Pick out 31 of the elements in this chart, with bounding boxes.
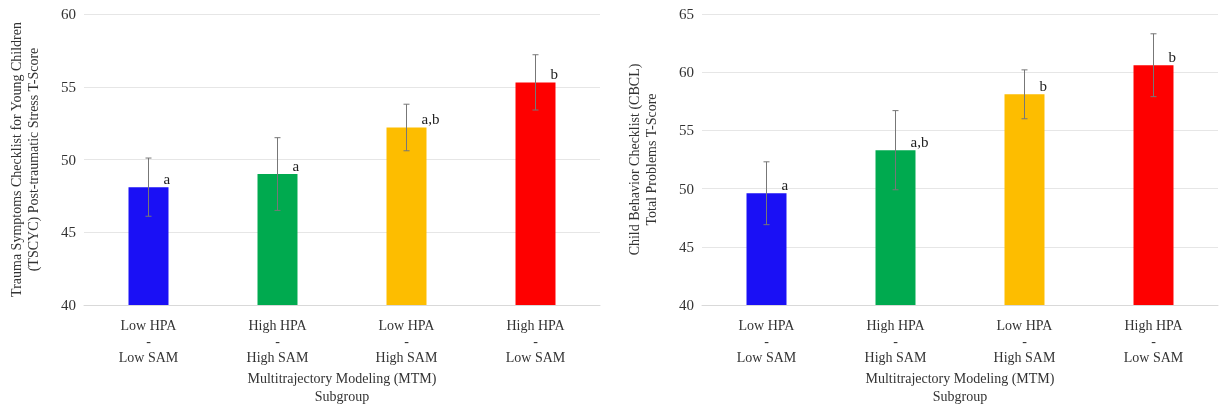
annotation: b (1168, 49, 1176, 66)
y-axis-title: Trauma Symptoms Checklist for Young Children (TSCYC) Post-traumatic Stress T-Score (9, 22, 42, 297)
y-tick-label: 60 (61, 6, 76, 22)
x-tick-label: High HPA - High SAM (246, 317, 309, 365)
y-tick-label: 45 (61, 224, 76, 241)
annotation: a (781, 177, 789, 194)
annotation: a (292, 158, 300, 175)
x-tick-label: Low HPA - Low SAM (736, 317, 797, 365)
x-tick-label: Low HPA - High SAM (993, 317, 1056, 365)
x-tick-label: High HPA - Low SAM (1123, 317, 1184, 365)
x-tick-label: High HPA - Low SAM (505, 317, 566, 365)
annotation: a,b (910, 134, 929, 151)
annotation: a (163, 171, 171, 188)
y-tick-label: 50 (679, 180, 694, 197)
y-tick-label: 55 (61, 78, 76, 95)
y-tick-label: 60 (679, 64, 694, 81)
y-tick-label: 55 (679, 122, 694, 139)
x-tick-label: Low HPA - Low SAM (118, 317, 179, 365)
x-axis-title: Multitrajectory Modeling (MTM) Subgroup (247, 371, 437, 405)
y-tick-label: 40 (61, 297, 76, 313)
annotation: a,b (421, 111, 440, 128)
x-tick-label: High HPA - High SAM (864, 317, 927, 365)
x-axis-title: Multitrajectory Modeling (MTM) Subgroup (865, 371, 1055, 405)
y-tick-label: 45 (679, 238, 694, 255)
annotation: b (550, 66, 558, 83)
y-tick-label: 65 (679, 6, 694, 22)
x-tick-label: Low HPA - High SAM (375, 317, 438, 365)
annotation: b (1039, 78, 1047, 95)
y-axis-title: Child Behavior Checklist (CBCL) Total Problems T-Score (627, 63, 659, 256)
y-tick-label: 40 (679, 297, 694, 313)
y-tick-label: 50 (61, 151, 76, 168)
